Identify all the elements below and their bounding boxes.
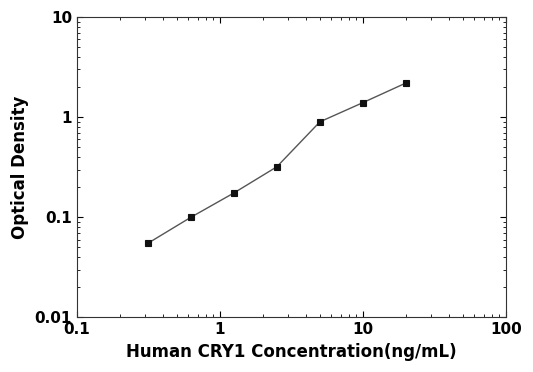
X-axis label: Human CRY1 Concentration(ng/mL): Human CRY1 Concentration(ng/mL) (126, 343, 457, 361)
Y-axis label: Optical Density: Optical Density (11, 96, 29, 239)
